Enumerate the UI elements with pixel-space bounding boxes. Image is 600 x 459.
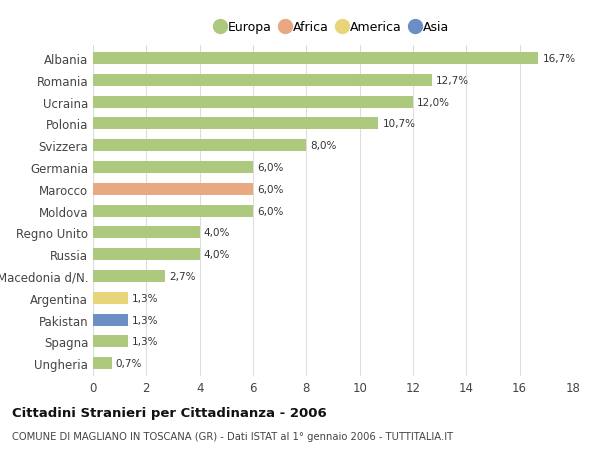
Text: 6,0%: 6,0% <box>257 185 283 195</box>
Text: 16,7%: 16,7% <box>542 54 575 64</box>
Bar <box>93 162 253 174</box>
Text: 2,7%: 2,7% <box>169 271 196 281</box>
Text: 6,0%: 6,0% <box>257 162 283 173</box>
Text: Cittadini Stranieri per Cittadinanza - 2006: Cittadini Stranieri per Cittadinanza - 2… <box>12 406 327 419</box>
Text: 1,3%: 1,3% <box>131 293 158 303</box>
Text: 10,7%: 10,7% <box>382 119 415 129</box>
Bar <box>93 53 538 65</box>
Text: COMUNE DI MAGLIANO IN TOSCANA (GR) - Dati ISTAT al 1° gennaio 2006 - TUTTITALIA.: COMUNE DI MAGLIANO IN TOSCANA (GR) - Dat… <box>12 431 453 442</box>
Bar <box>93 75 431 87</box>
Bar <box>93 314 128 326</box>
Bar <box>93 358 112 369</box>
Text: 4,0%: 4,0% <box>203 250 230 260</box>
Bar <box>93 292 128 304</box>
Text: 0,7%: 0,7% <box>116 358 142 368</box>
Text: 12,7%: 12,7% <box>436 76 469 86</box>
Bar <box>93 205 253 217</box>
Bar <box>93 140 307 152</box>
Text: 12,0%: 12,0% <box>417 97 450 107</box>
Text: 6,0%: 6,0% <box>257 206 283 216</box>
Text: 8,0%: 8,0% <box>310 141 337 151</box>
Text: 4,0%: 4,0% <box>203 228 230 238</box>
Bar <box>93 96 413 108</box>
Legend: Europa, Africa, America, Asia: Europa, Africa, America, Asia <box>214 18 452 36</box>
Bar <box>93 184 253 196</box>
Bar <box>93 249 200 261</box>
Text: 1,3%: 1,3% <box>131 336 158 347</box>
Bar <box>93 227 200 239</box>
Bar <box>93 270 165 282</box>
Bar <box>93 118 379 130</box>
Bar <box>93 336 128 347</box>
Text: 1,3%: 1,3% <box>131 315 158 325</box>
